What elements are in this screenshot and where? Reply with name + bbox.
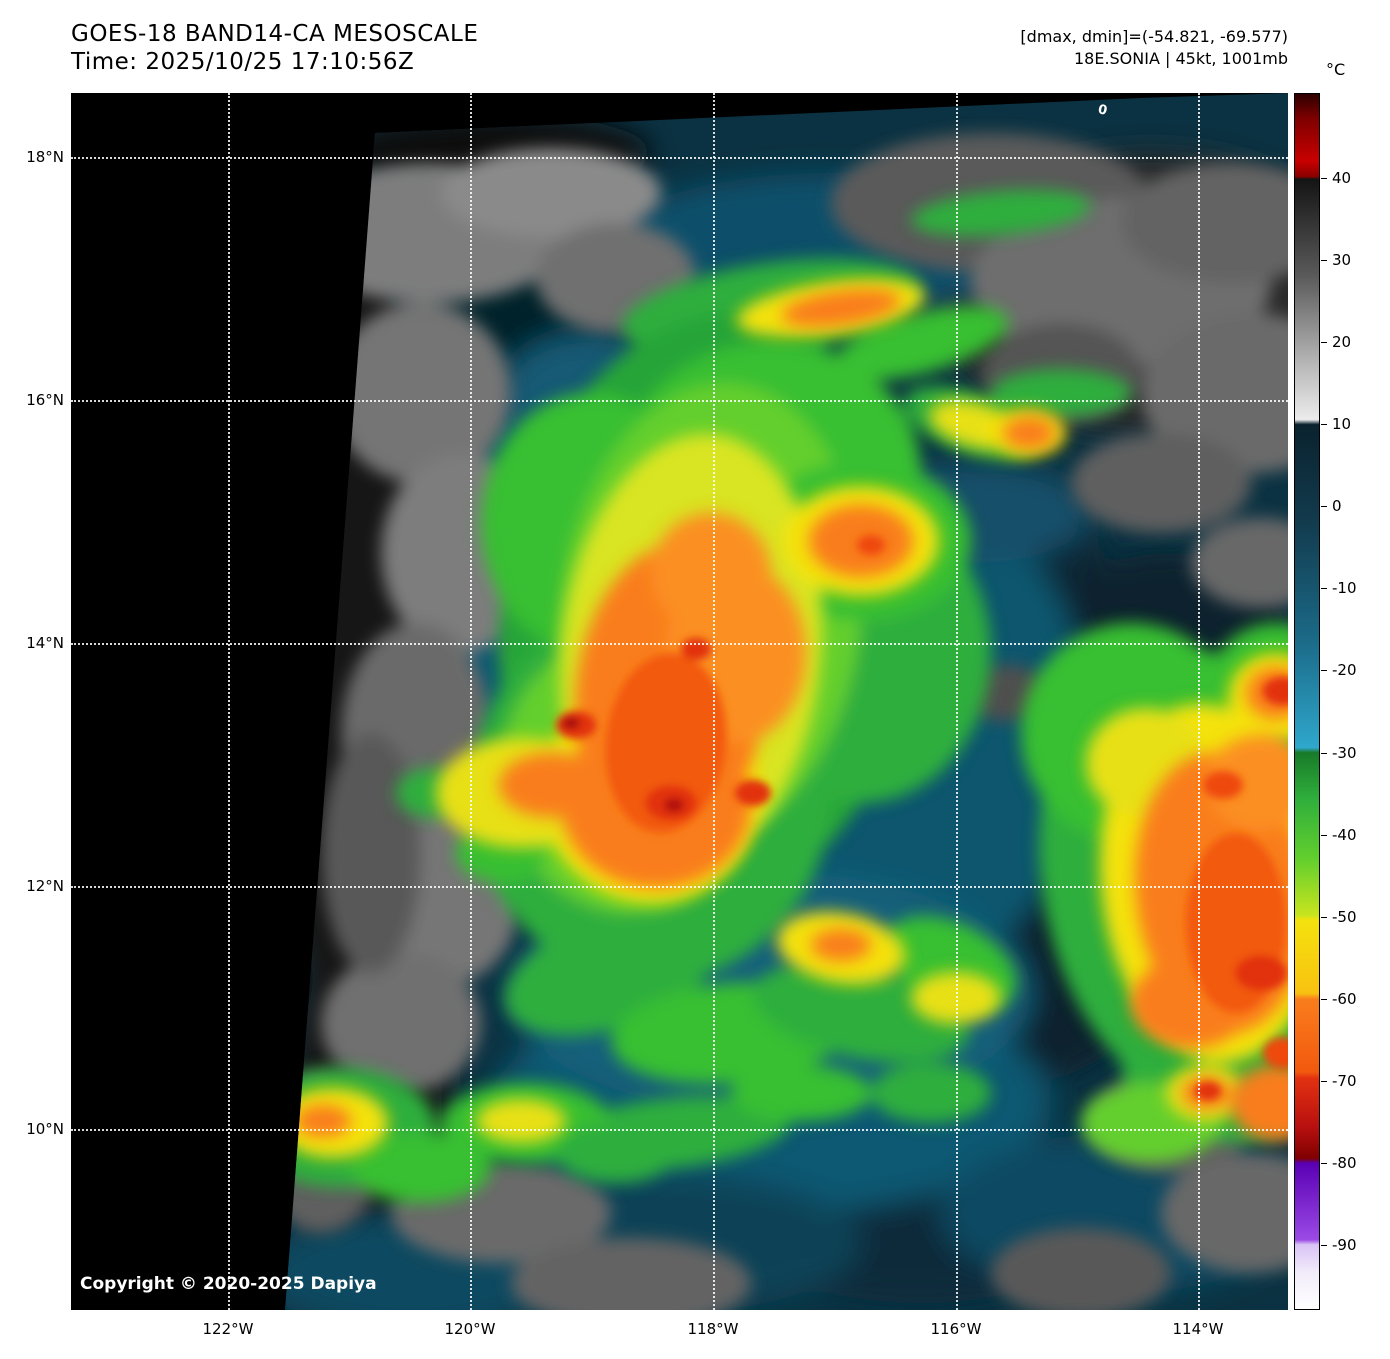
lat-label-18n: 18°N: [26, 148, 64, 166]
gridline-lon-116w: [956, 93, 958, 1310]
colorbar-tick-mark: [1321, 999, 1327, 1000]
lon-label-120w: 120°W: [444, 1320, 496, 1338]
satellite-image: [71, 93, 1288, 1310]
colorbar-tick-label: 30: [1332, 251, 1352, 269]
gridline-lat-18n: [71, 157, 1288, 159]
lat-label-16n: 16°N: [26, 391, 64, 409]
time-label: Time: 2025/10/25 17:10:56Z: [71, 49, 415, 75]
map-canvas: 0 Copyright © 2020-2025 Dapiya: [71, 93, 1288, 1310]
header-left: GOES-18 BAND14-CA MESOSCALE Time: 2025/1…: [71, 20, 478, 76]
lat-label-14n: 14°N: [26, 634, 64, 652]
header-right: [dmax, dmin]=(-54.821, -69.577) 18E.SONI…: [1020, 26, 1288, 70]
colorbar-tick-mark: [1321, 1163, 1327, 1164]
colorbar-tick-label: -80: [1332, 1154, 1357, 1172]
colorbar-tick-label: -30: [1332, 744, 1357, 762]
colorbar-tick-label: -20: [1332, 661, 1357, 679]
colorbar-tick-label: 20: [1332, 333, 1352, 351]
colorbar-tick-label: -40: [1332, 826, 1357, 844]
colorbar-tick-label: 0: [1332, 497, 1342, 515]
lon-label-122w: 122°W: [202, 1320, 254, 1338]
colorbar-tick-mark: [1321, 917, 1327, 918]
gridline-lat-16n: [71, 400, 1288, 402]
lon-label-114w: 114°W: [1172, 1320, 1224, 1338]
gridline-lon-120w: [470, 93, 472, 1310]
copyright-label: Copyright © 2020-2025 Dapiya: [80, 1274, 377, 1294]
gridline-lon-114w: [1198, 93, 1200, 1310]
page-title: GOES-18 BAND14-CA MESOSCALE: [71, 21, 479, 47]
colorbar-tick-mark: [1321, 835, 1327, 836]
colorbar-tick-mark: [1321, 424, 1327, 425]
colorbar-tick-label: -50: [1332, 908, 1357, 926]
colorbar-tick-mark: [1321, 670, 1327, 671]
colorbar-tick-label: -70: [1332, 1072, 1357, 1090]
dmax-dmin-label: [dmax, dmin]=(-54.821, -69.577): [1020, 27, 1288, 46]
lat-label-12n: 12°N: [26, 877, 64, 895]
lon-label-116w: 116°W: [930, 1320, 982, 1338]
storm-info-label: 18E.SONIA | 45kt, 1001mb: [1073, 49, 1288, 68]
colorbar-tick-label: -10: [1332, 579, 1357, 597]
colorbar-tick-label: -60: [1332, 990, 1357, 1008]
colorbar-tick-label: 10: [1332, 415, 1352, 433]
colorbar-tick-mark: [1321, 753, 1327, 754]
colorbar: [1294, 93, 1320, 1310]
colorbar-tick-mark: [1321, 260, 1327, 261]
gridline-lat-12n: [71, 886, 1288, 888]
lon-label-118w: 118°W: [687, 1320, 739, 1338]
colorbar-tick-label: 40: [1332, 169, 1352, 187]
lat-label-10n: 10°N: [26, 1120, 64, 1138]
gridline-lon-122w: [228, 93, 230, 1310]
colorbar-unit-label: °C: [1326, 60, 1346, 79]
red-core-layer: [556, 535, 1288, 1100]
colorbar-tick-label: -90: [1332, 1236, 1357, 1254]
colorbar-tick-mark: [1321, 1245, 1327, 1246]
colorbar-tick-mark: [1321, 506, 1327, 507]
colorbar-tick-mark: [1321, 178, 1327, 179]
colorbar-tick-mark: [1321, 342, 1327, 343]
gridline-lon-118w: [713, 93, 715, 1310]
gridline-lat-14n: [71, 643, 1288, 645]
colorbar-tick-mark: [1321, 1081, 1327, 1082]
gridline-lat-10n: [71, 1129, 1288, 1131]
colorbar-tick-mark: [1321, 588, 1327, 589]
